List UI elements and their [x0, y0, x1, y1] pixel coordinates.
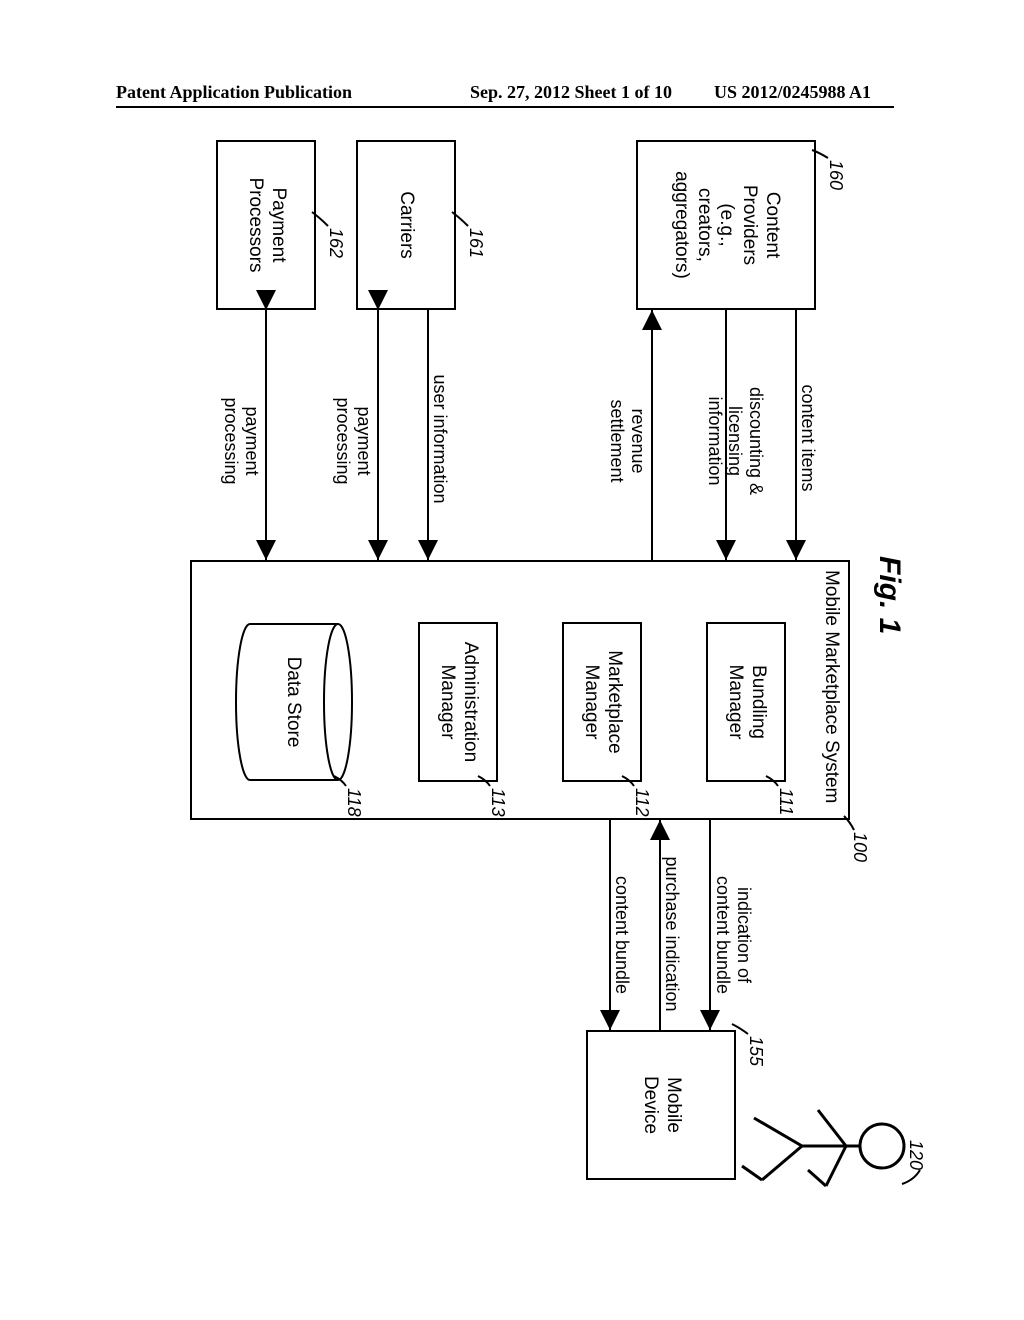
flow-arrows: [0, 140, 906, 930]
ref-user: 120: [905, 1140, 926, 1170]
flow-pay-proc-carriers: payment processing: [333, 376, 374, 506]
header-right-text: US 2012/0245988 A1: [714, 82, 871, 103]
flow-revenue: revenue settlement: [607, 376, 648, 506]
flow-discount: discounting & licensing information: [704, 356, 766, 526]
figure-1-diagram: Fig. 1 Content Providers (e.g., creators…: [0, 140, 906, 930]
mobile-device-box: Mobile Device: [586, 1030, 736, 1180]
mobile-device-label: Mobile Device: [638, 1076, 684, 1134]
user-icon: [732, 1096, 912, 1226]
flow-pay-proc-processors: payment processing: [221, 376, 262, 506]
header-rule: [116, 106, 894, 108]
flow-bundle: content bundle: [611, 860, 632, 1010]
header-left-text: Patent Application Publication: [116, 82, 352, 103]
flow-purchase: purchase indication: [661, 844, 682, 1024]
flow-indication: indication of content bundle: [713, 860, 754, 1010]
header-center-text: Sep. 27, 2012 Sheet 1 of 10: [470, 82, 672, 103]
flow-content-items: content items: [797, 368, 818, 508]
flow-user-info: user information: [429, 364, 450, 514]
ref-mobile: 155: [745, 1036, 766, 1066]
